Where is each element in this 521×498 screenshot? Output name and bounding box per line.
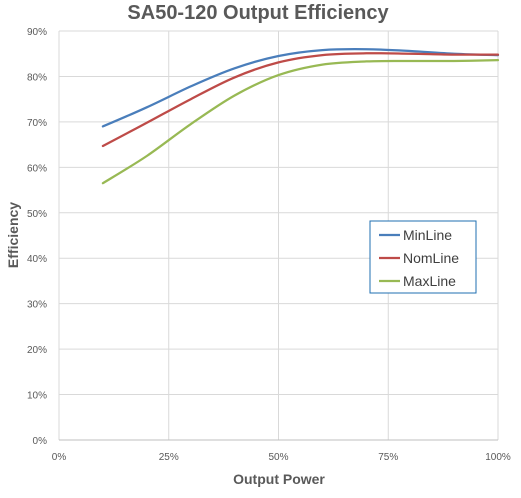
x-tick-label: 25% bbox=[159, 452, 179, 463]
x-tick-label: 0% bbox=[52, 452, 67, 463]
x-tick-label: 100% bbox=[485, 452, 511, 463]
y-tick-label: 10% bbox=[27, 391, 47, 402]
series-lines bbox=[101, 47, 500, 185]
legend-label: NomLine bbox=[403, 250, 459, 266]
x-axis-title: Output Power bbox=[233, 471, 325, 487]
x-tick-label: 50% bbox=[268, 452, 288, 463]
series-line-maxline bbox=[101, 58, 500, 185]
y-tick-label: 80% bbox=[27, 72, 47, 83]
x-tick-label: 75% bbox=[378, 452, 398, 463]
series-line-minline bbox=[101, 47, 500, 128]
y-tick-label: 40% bbox=[27, 254, 47, 265]
series-line-nomline bbox=[101, 52, 500, 148]
y-tick-label: 20% bbox=[27, 345, 47, 356]
y-tick-label: 0% bbox=[33, 436, 48, 447]
chart-title: SA50-120 Output Efficiency bbox=[127, 2, 389, 24]
x-tick-labels: 0% 25% 50% 75% 100% bbox=[52, 452, 511, 463]
y-tick-label: 90% bbox=[27, 27, 47, 38]
y-tick-label: 30% bbox=[27, 300, 47, 311]
y-tick-label: 50% bbox=[27, 209, 47, 220]
legend-label: MaxLine bbox=[403, 273, 456, 289]
y-axis-title: Efficiency bbox=[5, 202, 21, 268]
y-tick-label: 70% bbox=[27, 118, 47, 129]
legend-label: MinLine bbox=[403, 227, 452, 243]
y-tick-label: 60% bbox=[27, 163, 47, 174]
legend: MinLine NomLine MaxLine bbox=[369, 220, 477, 294]
y-tick-labels: 0% 10% 20% 30% 40% 50% 60% 70% 80% 90% bbox=[27, 27, 47, 447]
